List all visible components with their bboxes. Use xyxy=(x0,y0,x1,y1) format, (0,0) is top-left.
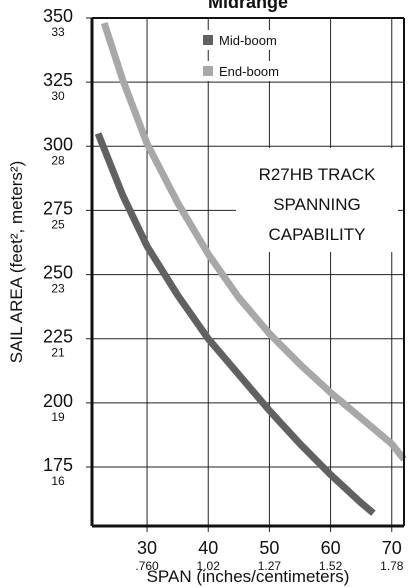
legend-swatch xyxy=(203,66,213,76)
legend: Mid-boom End-boom xyxy=(196,30,296,81)
legend-background xyxy=(196,61,296,81)
y-tick-sublabel: 16 xyxy=(51,474,65,488)
annotation-line: SPANNING xyxy=(273,195,361,214)
annotation-background xyxy=(236,148,398,252)
y-tick-label: 275 xyxy=(43,198,73,218)
legend-background xyxy=(196,30,296,50)
x-tick-label: 30 xyxy=(137,538,157,558)
y-tick-label: 350 xyxy=(43,6,73,26)
chart-title: Midrange xyxy=(208,0,288,12)
x-tick-sublabel: 1.52 xyxy=(319,559,343,573)
y-tick-sublabel: 23 xyxy=(51,282,65,296)
y-tick-sublabel: 28 xyxy=(51,153,65,167)
axes xyxy=(90,17,405,528)
x-axis-title: SPAN (inches/centimeters) xyxy=(147,567,350,586)
x-tick-sublabel: .760 xyxy=(135,559,159,573)
grid xyxy=(86,17,404,532)
x-tick-label: 40 xyxy=(198,538,218,558)
y-tick-sublabel: 30 xyxy=(51,89,65,103)
legend-swatch xyxy=(203,35,213,45)
y-tick-label: 300 xyxy=(43,134,73,154)
y-axis-title: SAIL AREA (feet², meters²) xyxy=(7,161,26,364)
x-tick-sublabel: 1.02 xyxy=(197,559,221,573)
y-tick-label: 225 xyxy=(43,327,73,347)
legend-label: End-boom xyxy=(219,64,279,79)
y-tick-sublabel: 21 xyxy=(51,346,65,360)
y-tick-sublabel: 33 xyxy=(51,25,65,39)
x-tick-sublabel: 1.27 xyxy=(258,559,282,573)
series-line-mid-boom xyxy=(94,132,376,516)
y-tick-sublabel: 25 xyxy=(51,217,65,231)
annotation-line: CAPABILITY xyxy=(269,225,366,244)
annotation-line: R27HB TRACK xyxy=(259,165,376,184)
legend-label: Mid-boom xyxy=(219,33,277,48)
y-tick-label: 200 xyxy=(43,391,73,411)
series-lines xyxy=(94,22,407,516)
x-tick-label: 70 xyxy=(382,538,402,558)
x-tick-label: 50 xyxy=(259,538,279,558)
annotation: R27HB TRACK SPANNING CAPABILITY xyxy=(236,148,398,252)
y-tick-label: 175 xyxy=(43,455,73,475)
y-tick-label: 325 xyxy=(43,70,73,90)
x-tick-sublabel: 1.78 xyxy=(380,559,404,573)
y-tick-sublabel: 19 xyxy=(51,410,65,424)
x-tick-label: 60 xyxy=(321,538,341,558)
tick-labels: 3503332530300282752525023225212001917516… xyxy=(43,6,404,573)
series-line-end-boom xyxy=(100,22,407,462)
y-tick-label: 250 xyxy=(43,263,73,283)
